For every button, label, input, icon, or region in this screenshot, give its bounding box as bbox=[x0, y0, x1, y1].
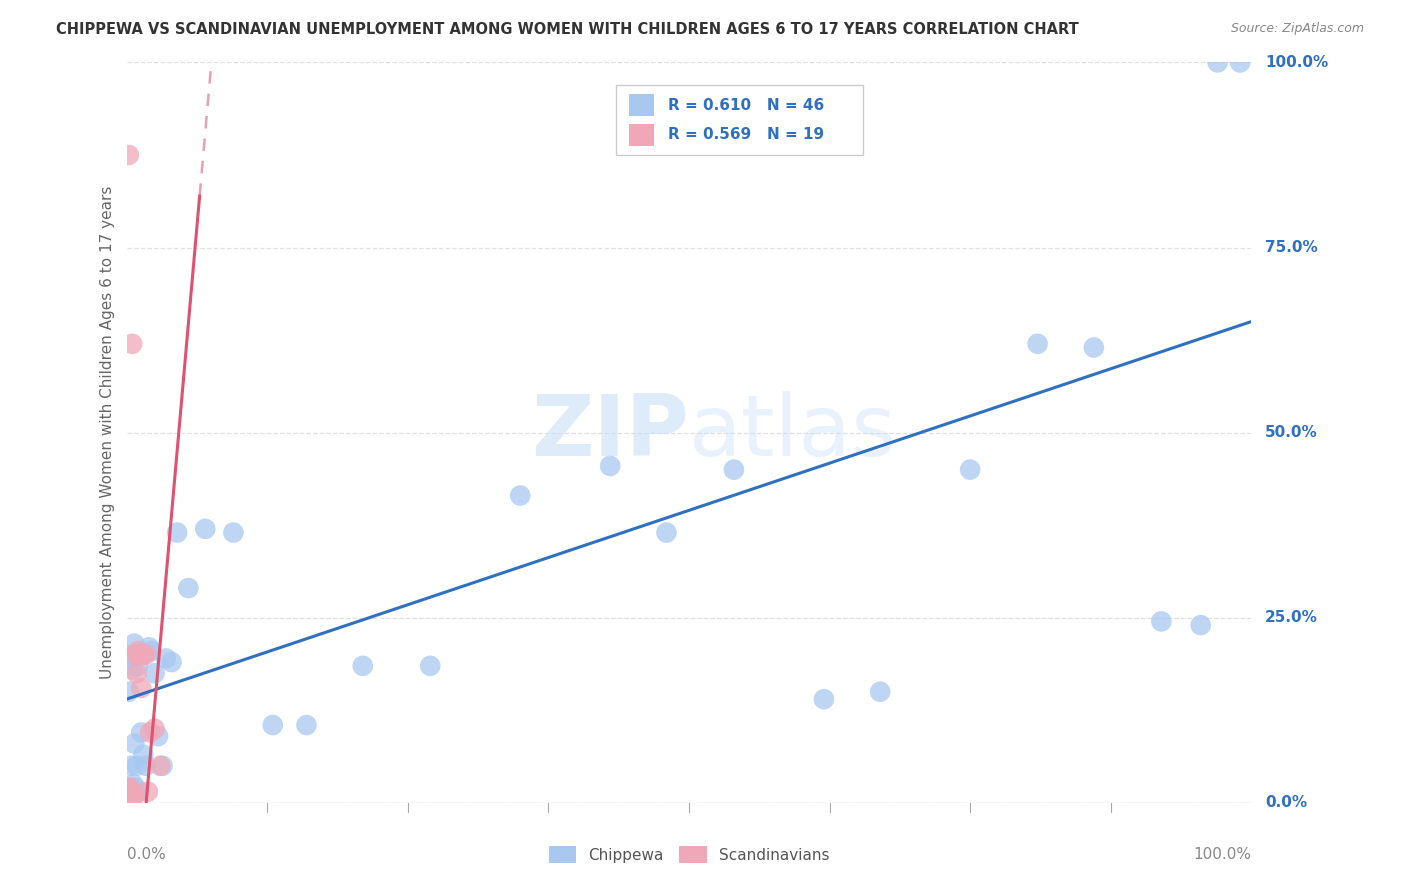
Text: Source: ZipAtlas.com: Source: ZipAtlas.com bbox=[1230, 22, 1364, 36]
Point bbox=[149, 758, 172, 772]
Text: R = 0.569   N = 19: R = 0.569 N = 19 bbox=[668, 128, 824, 143]
Point bbox=[129, 681, 152, 695]
Text: R = 0.610   N = 46: R = 0.610 N = 46 bbox=[668, 98, 824, 113]
Point bbox=[121, 663, 143, 677]
Point bbox=[1229, 55, 1251, 70]
Point bbox=[124, 637, 146, 651]
Point bbox=[160, 655, 183, 669]
Y-axis label: Unemployment Among Women with Children Ages 6 to 17 years: Unemployment Among Women with Children A… bbox=[100, 186, 115, 680]
Point bbox=[1150, 615, 1173, 629]
Point bbox=[122, 789, 145, 803]
Point bbox=[139, 725, 162, 739]
Point bbox=[122, 651, 145, 665]
Point bbox=[124, 789, 146, 803]
Point bbox=[120, 648, 142, 662]
Point bbox=[132, 747, 155, 762]
Bar bbox=[630, 95, 654, 117]
Point bbox=[117, 780, 139, 795]
Point bbox=[141, 644, 163, 658]
Point bbox=[128, 785, 150, 799]
Point bbox=[1206, 55, 1229, 70]
Point bbox=[177, 581, 200, 595]
Point bbox=[129, 648, 152, 662]
Point bbox=[132, 648, 155, 662]
Point bbox=[121, 336, 143, 351]
Point bbox=[122, 777, 145, 791]
Point bbox=[127, 658, 149, 673]
Point bbox=[869, 685, 891, 699]
Point bbox=[262, 718, 284, 732]
Point bbox=[152, 758, 174, 772]
Point bbox=[124, 780, 146, 795]
Point bbox=[813, 692, 835, 706]
Point bbox=[125, 758, 148, 772]
Point bbox=[419, 658, 441, 673]
Point bbox=[127, 644, 149, 658]
Point bbox=[723, 462, 745, 476]
Point bbox=[135, 648, 157, 662]
Point bbox=[138, 640, 160, 655]
Text: 100.0%: 100.0% bbox=[1265, 55, 1329, 70]
Point bbox=[129, 648, 152, 662]
Point bbox=[959, 462, 981, 476]
Text: ZIP: ZIP bbox=[531, 391, 689, 475]
Text: CHIPPEWA VS SCANDINAVIAN UNEMPLOYMENT AMONG WOMEN WITH CHILDREN AGES 6 TO 17 YEA: CHIPPEWA VS SCANDINAVIAN UNEMPLOYMENT AM… bbox=[56, 22, 1078, 37]
Point bbox=[146, 729, 169, 743]
Bar bbox=[616, 85, 863, 155]
Text: 100.0%: 100.0% bbox=[1194, 847, 1251, 863]
Legend: Chippewa, Scandinavians: Chippewa, Scandinavians bbox=[543, 840, 835, 869]
Point bbox=[118, 148, 141, 162]
Point bbox=[136, 785, 159, 799]
Text: 25.0%: 25.0% bbox=[1265, 610, 1317, 625]
Text: 75.0%: 75.0% bbox=[1265, 240, 1317, 255]
Point bbox=[509, 489, 531, 503]
Text: 50.0%: 50.0% bbox=[1265, 425, 1317, 440]
Point bbox=[166, 525, 188, 540]
Point bbox=[1189, 618, 1212, 632]
Point bbox=[124, 648, 146, 662]
Text: atlas: atlas bbox=[689, 391, 897, 475]
Point bbox=[125, 666, 148, 681]
Bar bbox=[630, 124, 654, 146]
Point bbox=[1083, 341, 1105, 355]
Point bbox=[124, 737, 146, 751]
Point bbox=[143, 722, 166, 736]
Point bbox=[129, 725, 152, 739]
Point bbox=[599, 458, 621, 473]
Point bbox=[128, 648, 150, 662]
Point bbox=[352, 658, 374, 673]
Point bbox=[1026, 336, 1049, 351]
Point bbox=[155, 651, 177, 665]
Point bbox=[121, 780, 143, 795]
Point bbox=[194, 522, 217, 536]
Point bbox=[120, 785, 142, 799]
Text: 0.0%: 0.0% bbox=[127, 847, 166, 863]
Point bbox=[118, 780, 141, 795]
Point bbox=[143, 666, 166, 681]
Text: 0.0%: 0.0% bbox=[1265, 796, 1308, 810]
Point bbox=[295, 718, 318, 732]
Point bbox=[655, 525, 678, 540]
Point bbox=[118, 785, 141, 799]
Point bbox=[135, 758, 157, 772]
Point bbox=[120, 758, 142, 772]
Point bbox=[222, 525, 245, 540]
Point bbox=[118, 685, 141, 699]
